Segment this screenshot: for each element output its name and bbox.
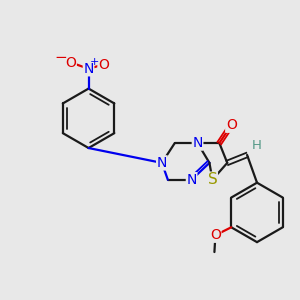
Text: O: O [210,228,221,242]
Text: N: N [192,136,203,150]
Text: N: N [186,173,197,187]
Text: O: O [226,118,237,132]
Text: O: O [98,58,109,72]
Text: S: S [208,172,217,187]
Text: N: N [83,62,94,76]
Text: N: N [157,156,167,170]
Text: +: + [90,57,99,67]
Text: H: H [252,139,262,152]
Text: O: O [65,56,76,70]
Text: −: − [55,50,67,65]
